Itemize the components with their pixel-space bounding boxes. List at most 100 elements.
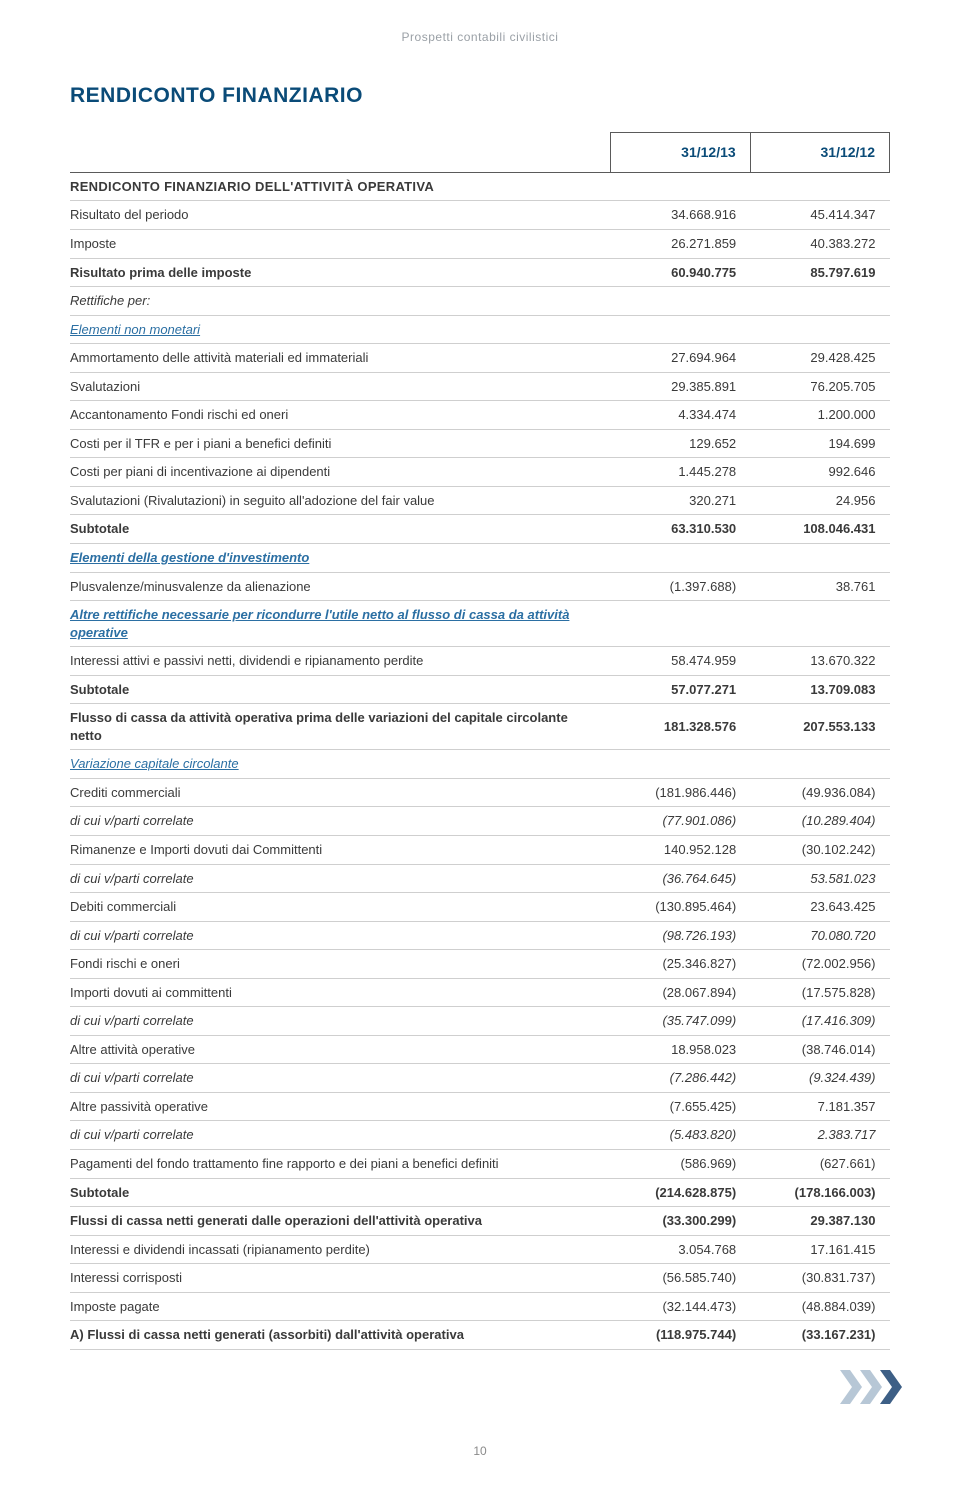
row-value-2: (17.575.828) [750, 978, 889, 1007]
table-row: Svalutazioni29.385.89176.205.705 [70, 372, 890, 401]
row-value-2 [750, 287, 889, 316]
row-value-2: 1.200.000 [750, 401, 889, 430]
table-row: Ammortamento delle attività materiali ed… [70, 344, 890, 373]
row-value-1: 4.334.474 [611, 401, 750, 430]
table-row: Flussi di cassa netti generati dalle ope… [70, 1207, 890, 1236]
table-row: Costi per piani di incentivazione ai dip… [70, 458, 890, 487]
row-value-2: 76.205.705 [750, 372, 889, 401]
row-value-2: (178.166.003) [750, 1178, 889, 1207]
row-value-1 [611, 172, 750, 201]
row-value-1: (98.726.193) [611, 921, 750, 950]
row-value-2 [750, 544, 889, 573]
table-row: di cui v/parti correlate(35.747.099)(17.… [70, 1007, 890, 1036]
row-value-1: 1.445.278 [611, 458, 750, 487]
row-value-2 [750, 315, 889, 344]
row-label: RENDICONTO FINANZIARIO DELL'ATTIVITÀ OPE… [70, 172, 611, 201]
row-label: Flusso di cassa da attività operativa pr… [70, 704, 611, 750]
table-header-row: 31/12/13 31/12/12 [70, 133, 890, 173]
row-value-1: (130.895.464) [611, 893, 750, 922]
row-label: Interessi e dividendi incassati (ripiana… [70, 1235, 611, 1264]
table-row: Rettifiche per: [70, 287, 890, 316]
row-label: Crediti commerciali [70, 778, 611, 807]
pager-chevrons [70, 1368, 890, 1404]
row-value-1: 29.385.891 [611, 372, 750, 401]
row-label: Subtotale [70, 1178, 611, 1207]
row-value-1: (5.483.820) [611, 1121, 750, 1150]
row-label: Ammortamento delle attività materiali ed… [70, 344, 611, 373]
row-value-2: (72.002.956) [750, 950, 889, 979]
table-row: Variazione capitale circolante [70, 750, 890, 779]
table-header-col1: 31/12/13 [611, 133, 750, 173]
row-label: di cui v/parti correlate [70, 921, 611, 950]
row-value-1: 57.077.271 [611, 675, 750, 704]
table-row: Elementi non monetari [70, 315, 890, 344]
row-value-1: (25.346.827) [611, 950, 750, 979]
table-row: Subtotale(214.628.875)(178.166.003) [70, 1178, 890, 1207]
row-value-1: (56.585.740) [611, 1264, 750, 1293]
table-row: Crediti commerciali(181.986.446)(49.936.… [70, 778, 890, 807]
row-value-1: 26.271.859 [611, 229, 750, 258]
row-value-1: 320.271 [611, 486, 750, 515]
table-row: Importi dovuti ai committenti(28.067.894… [70, 978, 890, 1007]
row-value-1: (77.901.086) [611, 807, 750, 836]
chevron-icon [840, 1370, 910, 1404]
row-value-2 [750, 172, 889, 201]
row-value-1 [611, 750, 750, 779]
row-value-2: 85.797.619 [750, 258, 889, 287]
table-header-empty [70, 133, 611, 173]
row-value-2: (33.167.231) [750, 1321, 889, 1350]
table-row: di cui v/parti correlate(7.286.442)(9.32… [70, 1064, 890, 1093]
cashflow-table: 31/12/13 31/12/12 RENDICONTO FINANZIARIO… [70, 132, 890, 1350]
row-label: Costi per piani di incentivazione ai dip… [70, 458, 611, 487]
row-value-2: (10.289.404) [750, 807, 889, 836]
row-value-2: 194.699 [750, 429, 889, 458]
table-row: di cui v/parti correlate(5.483.820)2.383… [70, 1121, 890, 1150]
table-row: Subtotale57.077.27113.709.083 [70, 675, 890, 704]
breadcrumb: Prospetti contabili civilistici [70, 30, 890, 44]
row-value-1: 129.652 [611, 429, 750, 458]
table-row: di cui v/parti correlate(98.726.193)70.0… [70, 921, 890, 950]
row-label: Debiti commerciali [70, 893, 611, 922]
table-row: Risultato prima delle imposte60.940.7758… [70, 258, 890, 287]
row-value-2: (17.416.309) [750, 1007, 889, 1036]
row-value-2: 29.428.425 [750, 344, 889, 373]
row-value-2: (48.884.039) [750, 1292, 889, 1321]
row-value-1 [611, 544, 750, 573]
row-label: Elementi della gestione d'investimento [70, 544, 611, 573]
row-value-1: 34.668.916 [611, 201, 750, 230]
table-row: Rimanenze e Importi dovuti dai Committen… [70, 836, 890, 865]
row-value-2: 24.956 [750, 486, 889, 515]
row-value-2 [750, 601, 889, 647]
row-label: Rettifiche per: [70, 287, 611, 316]
row-value-2: (30.102.242) [750, 836, 889, 865]
row-label: Svalutazioni [70, 372, 611, 401]
table-row: Imposte26.271.85940.383.272 [70, 229, 890, 258]
row-label: Risultato prima delle imposte [70, 258, 611, 287]
row-value-1: (118.975.744) [611, 1321, 750, 1350]
row-label: Importi dovuti ai committenti [70, 978, 611, 1007]
row-value-2: 992.646 [750, 458, 889, 487]
row-label: Imposte [70, 229, 611, 258]
row-label: di cui v/parti correlate [70, 864, 611, 893]
table-row: Altre attività operative18.958.023(38.74… [70, 1035, 890, 1064]
row-label: Flussi di cassa netti generati dalle ope… [70, 1207, 611, 1236]
row-value-2: 23.643.425 [750, 893, 889, 922]
row-value-2: 13.709.083 [750, 675, 889, 704]
table-row: RENDICONTO FINANZIARIO DELL'ATTIVITÀ OPE… [70, 172, 890, 201]
row-value-1: 140.952.128 [611, 836, 750, 865]
row-label: Elementi non monetari [70, 315, 611, 344]
row-value-2: (30.831.737) [750, 1264, 889, 1293]
row-value-2: (38.746.014) [750, 1035, 889, 1064]
table-row: Flusso di cassa da attività operativa pr… [70, 704, 890, 750]
row-label: A) Flussi di cassa netti generati (assor… [70, 1321, 611, 1350]
table-row: Imposte pagate(32.144.473)(48.884.039) [70, 1292, 890, 1321]
row-value-1: 181.328.576 [611, 704, 750, 750]
row-value-1: (33.300.299) [611, 1207, 750, 1236]
row-value-2 [750, 750, 889, 779]
row-label: Imposte pagate [70, 1292, 611, 1321]
row-value-2: 38.761 [750, 572, 889, 601]
row-label: Plusvalenze/minusvalenze da alienazione [70, 572, 611, 601]
table-row: Debiti commerciali(130.895.464)23.643.42… [70, 893, 890, 922]
row-value-1: (36.764.645) [611, 864, 750, 893]
row-value-1: (7.286.442) [611, 1064, 750, 1093]
